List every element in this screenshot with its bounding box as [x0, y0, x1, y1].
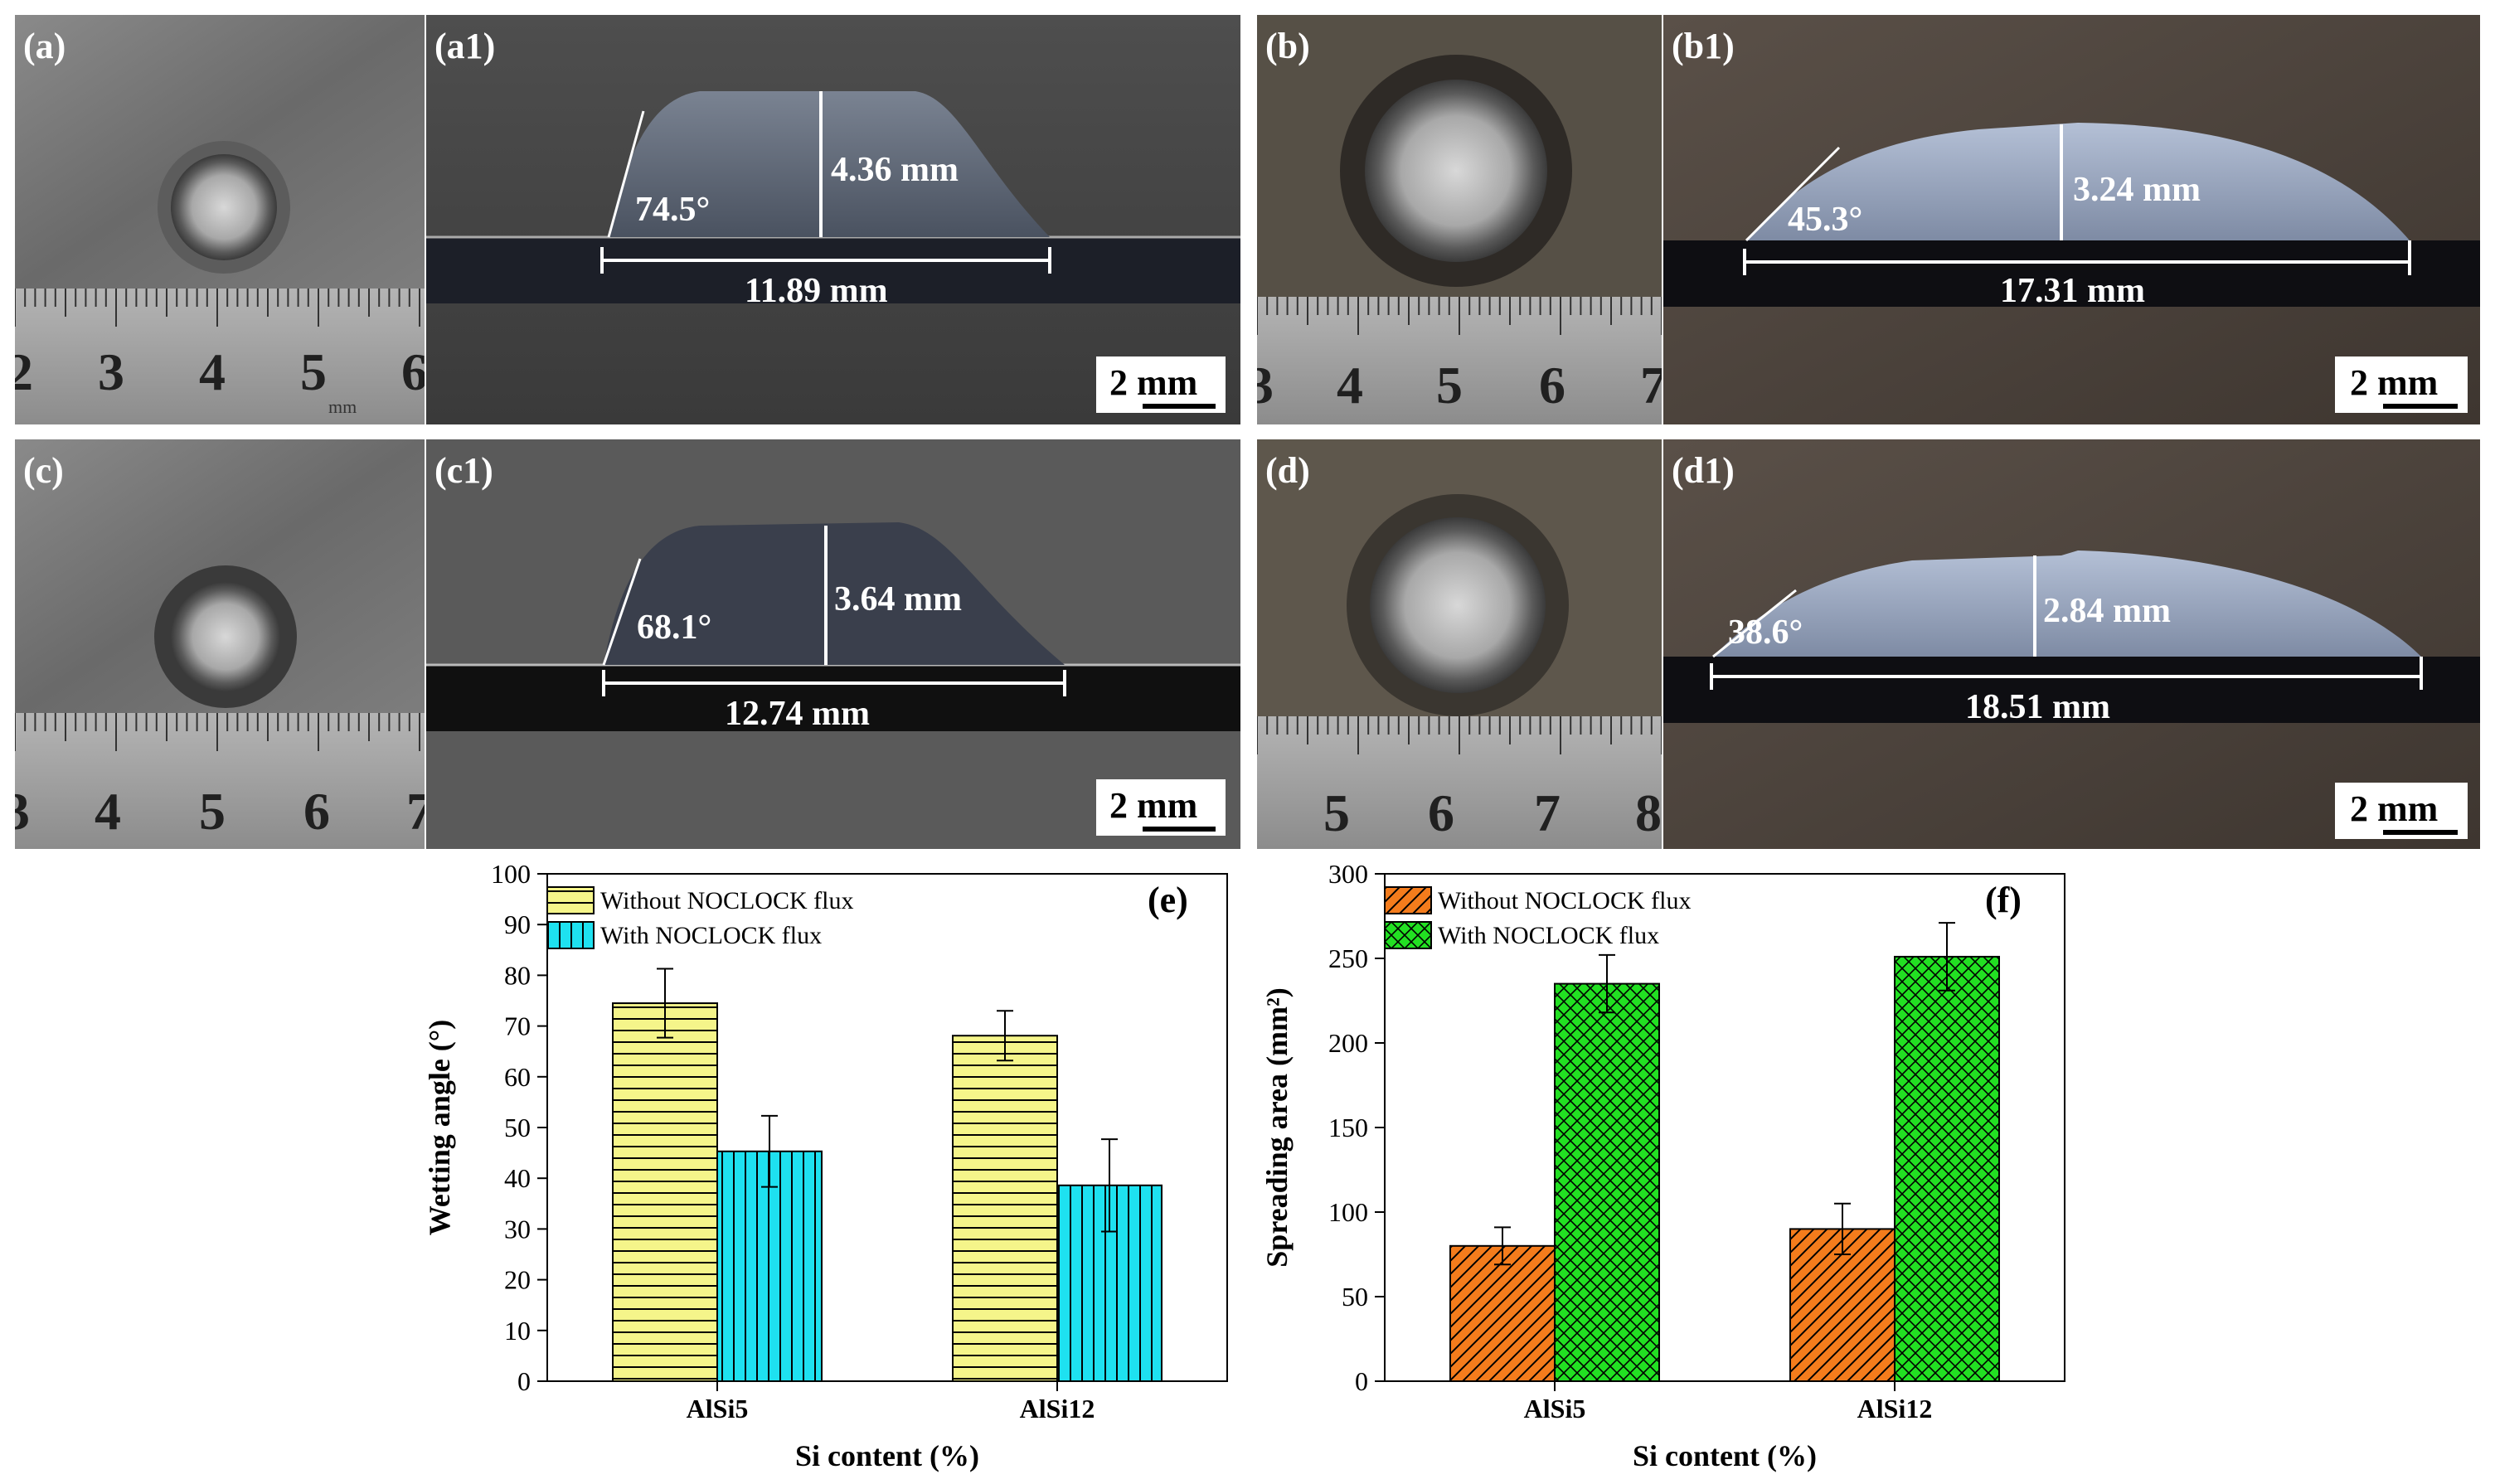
chart-f-svg: 0 50 100 150 200 250 300 AlSi5 AlSi12 Without NO…	[1260, 862, 2065, 1472]
ruler-number: 7	[1534, 783, 1561, 842]
legend-label: With NOCLOCK flux	[600, 922, 822, 949]
y-tick-label: 250	[1328, 943, 1368, 973]
photo-b1: (b1) 45.3° 3.24 mm 17.31 mm 2 mm	[1663, 15, 2480, 424]
x-axis-title: Si content (%)	[1633, 1439, 1817, 1472]
y-tick-label: 30	[504, 1214, 531, 1244]
bar	[612, 1002, 718, 1382]
width-label: 17.31 mm	[2000, 272, 2145, 310]
ruler-number: 6	[1428, 783, 1454, 842]
photo-a: (a) 2 3 4 5 6 mm	[15, 15, 425, 424]
wetting-angle-label: 68.1°	[637, 609, 711, 647]
width-label: 12.74 mm	[725, 695, 870, 733]
wetting-angle-label: 45.3°	[1788, 201, 1862, 239]
ruler-number: 8	[1635, 783, 1662, 842]
bar	[952, 1035, 1058, 1382]
y-tick-label: 0	[1355, 1366, 1368, 1396]
ruler-number: 3	[1257, 356, 1274, 415]
x-tick-label: AlSi12	[1857, 1394, 1933, 1423]
photo-c: (c) 3 4 5 6 7	[15, 439, 425, 849]
legend-swatch-without	[546, 886, 595, 914]
ruler-number: 6	[303, 782, 330, 841]
ruler-number: 5	[1323, 783, 1350, 842]
height-label: 3.24 mm	[2073, 171, 2201, 209]
panel-label-c: (c)	[23, 450, 64, 491]
chart-tag: (f)	[1985, 880, 2022, 920]
photo-a1: (a1) 74.5° 4.36 mm 11.89 mm 2 mm	[426, 15, 1240, 424]
chart-tag: (e)	[1148, 880, 1188, 920]
ruler-number: 4	[95, 782, 121, 841]
ruler-number: 4	[199, 342, 226, 401]
scale-bar-label: 2 mm	[1109, 785, 1197, 826]
scale-bar-label: 2 mm	[2350, 362, 2438, 403]
ruler-number: 6	[1539, 356, 1565, 415]
ruler-number: 5	[300, 342, 327, 401]
bar	[1894, 955, 2000, 1382]
x-tick-label: AlSi5	[687, 1394, 749, 1423]
wetting-angle-label: 74.5°	[635, 191, 710, 229]
panel-label-b1: (b1)	[1672, 26, 1735, 66]
wetting-angle-label: 38.6°	[1728, 613, 1803, 652]
y-tick-label: 20	[504, 1265, 531, 1295]
scale-bar-label: 2 mm	[2350, 788, 2438, 829]
legend-label: Without NOCLOCK flux	[1438, 887, 1691, 914]
y-tick-label: 50	[504, 1113, 531, 1142]
legend-swatch-with	[546, 921, 595, 949]
y-tick-label: 70	[504, 1011, 531, 1041]
y-tick-label: 150	[1328, 1113, 1368, 1142]
y-tick-label: 0	[517, 1366, 531, 1396]
x-tick-label: AlSi5	[1524, 1394, 1586, 1423]
ruler-number: 7	[406, 782, 425, 841]
bar	[1554, 982, 1660, 1382]
legend-swatch-without	[1384, 886, 1432, 914]
chart-e-svg: 0 10 20 30 40 50 60 70 80 90 100 AlSi5 AlSi12 Withou…	[423, 862, 1228, 1472]
y-tick-label: 80	[504, 960, 531, 990]
ruler-number: 7	[1640, 356, 1662, 415]
ruler-number: 5	[199, 782, 226, 841]
y-tick-label: 100	[491, 862, 531, 889]
y-axis-title: Wetting angle (°)	[423, 1020, 456, 1235]
height-label: 4.36 mm	[831, 151, 959, 189]
legend-label: Without NOCLOCK flux	[600, 887, 853, 914]
x-tick-label: AlSi12	[1020, 1394, 1095, 1423]
y-tick-label: 300	[1328, 862, 1368, 889]
ruler-number: 2	[15, 342, 33, 401]
bar	[716, 1150, 823, 1382]
ruler-number: 4	[1337, 356, 1363, 415]
y-axis-title: Spreading area (mm²)	[1260, 987, 1294, 1267]
panel-label-a: (a)	[23, 26, 66, 66]
height-label: 2.84 mm	[2043, 592, 2171, 630]
photo-d1: (d1) 38.6° 2.84 mm 18.51 mm 2 mm	[1663, 439, 2480, 849]
y-tick-label: 10	[504, 1316, 531, 1346]
panel-label-c1: (c1)	[434, 450, 493, 491]
y-tick-label: 200	[1328, 1028, 1368, 1058]
panel-label-d: (d)	[1265, 450, 1310, 491]
scale-bar-label: 2 mm	[1109, 362, 1197, 403]
panel-label-d1: (d1)	[1672, 450, 1735, 491]
y-tick-label: 100	[1328, 1197, 1368, 1227]
legend-swatch-with	[1384, 921, 1432, 949]
bar	[1449, 1244, 1556, 1382]
chart-e: 0 10 20 30 40 50 60 70 80 90 100 AlSi5 AlSi12 Withou…	[415, 862, 1244, 1476]
panel-label-b: (b)	[1265, 26, 1310, 66]
width-label: 18.51 mm	[1965, 688, 2110, 726]
ruler-number: 6	[401, 342, 425, 401]
panel-label-a1: (a1)	[434, 26, 495, 66]
photo-d: (d) 5 6 7 8	[1257, 439, 1662, 849]
ruler-number: 3	[15, 782, 30, 841]
height-label: 3.64 mm	[834, 580, 962, 618]
ruler-unit: mm	[328, 396, 357, 417]
ruler-number: 3	[98, 342, 124, 401]
legend-label: With NOCLOCK flux	[1438, 922, 1659, 949]
y-tick-label: 40	[504, 1163, 531, 1193]
y-tick-label: 60	[504, 1062, 531, 1092]
y-tick-label: 50	[1342, 1282, 1368, 1312]
y-tick-label: 90	[504, 909, 531, 939]
x-axis-title: Si content (%)	[795, 1439, 979, 1472]
photo-b: (b) 3 4 5 6 7	[1257, 15, 1662, 424]
photo-c1: (c1) 68.1° 3.64 mm 12.74 mm 2 mm	[426, 439, 1240, 849]
width-label: 11.89 mm	[745, 272, 888, 310]
ruler-number: 5	[1436, 356, 1463, 415]
chart-f: 0 50 100 150 200 250 300 AlSi5 AlSi12 Without NO…	[1252, 862, 2081, 1476]
